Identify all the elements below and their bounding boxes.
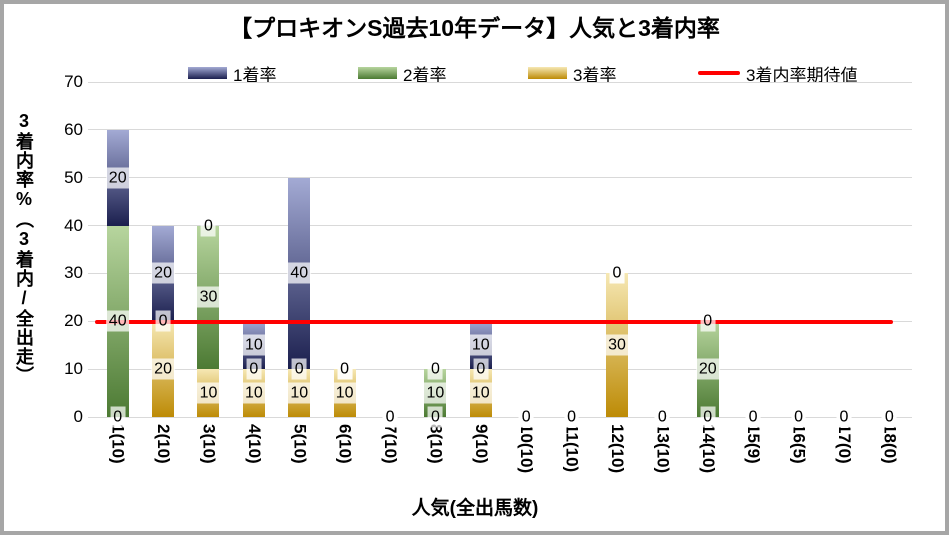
data-label-1着率: 0 [745,406,761,428]
y-tick-label: 50 [64,167,83,187]
legend-label: 2着率 [403,65,447,85]
data-label-1着率: 0 [382,406,398,428]
gridline [95,272,912,274]
y-tick-mark [88,368,95,370]
data-label-3着率: 10 [196,382,221,404]
y-tick-mark [88,81,95,83]
data-label-1着率: 0 [836,406,852,428]
x-tick-label: 9(10) [471,424,491,464]
data-label-2着率: 0 [246,358,262,380]
data-label-1着率: 20 [105,167,130,189]
gridline [95,177,912,179]
y-tick-label: 40 [64,215,83,235]
data-label-3着率: 10 [241,382,266,404]
x-tick-label: 11(10) [562,424,582,473]
legend-item-2着率: 2着率 [358,60,446,86]
legend: 1着率 2着率 3着率 3着内率期待値 [0,60,949,86]
data-label-3着率: 10 [287,382,312,404]
x-tick-label: 13(10) [653,424,673,474]
gridline [95,416,912,418]
x-tick-label: 2(10) [154,424,174,464]
y-tick-label: 70 [64,72,83,91]
gridline [95,129,912,131]
data-label-2着率: 20 [695,358,720,380]
y-tick-mark [88,177,95,179]
legend-label: 1着率 [233,65,277,85]
y-tick-label: 30 [64,263,83,283]
data-label-1着率: 0 [609,262,625,284]
y-tick-label: 10 [64,359,83,379]
chart-title: 【プロキオンS過去10年データ】人気と3着内率 [229,15,720,41]
data-label-2着率: 30 [196,286,221,308]
legend-line-icon [698,71,740,75]
data-label-1着率: 0 [337,358,353,380]
x-tick-label: 15(9) [744,424,764,464]
data-label-3着率: 20 [151,358,175,380]
y-tick-mark [88,129,95,131]
y-tick-mark [88,272,95,274]
data-label-3着率: 0 [110,406,126,428]
x-tick-label: 4(10) [244,424,264,464]
data-label-1着率: 0 [700,310,716,332]
legend-item-1着率: 1着率 [188,60,276,86]
legend-swatch-1着率 [188,67,227,79]
x-tick-label: 7(10) [381,424,401,464]
expected-value-line [95,320,893,325]
x-tick-label: 14(10) [698,424,718,474]
data-label-1着率: 0 [518,406,534,428]
gridline [95,225,912,227]
y-axis-title: 3着内率%（3着内/全出走） [14,111,34,385]
data-label-1着率: 20 [151,262,175,284]
legend-item-3着率: 3着率 [528,60,616,86]
x-tick-label: 6(10) [335,424,355,464]
legend-label: 3着内率期待値 [746,65,858,85]
plot-area: 0 10 20 30 40 50 60 70 0 40 20 20 0 20 10 30 0 10 0 10 10 0 40… [64,72,912,473]
x-tick-label: 5(10) [290,424,310,464]
x-tick-label: 18(0) [880,424,900,464]
data-label-1着率: 0 [201,215,216,237]
x-axis-title: 人気(全出馬数) [411,498,539,519]
x-tick-label: 12(10) [607,424,627,474]
data-label-3着率: 10 [468,382,493,404]
legend-swatch-3着率 [528,67,567,79]
legend-swatch-2着率 [358,67,397,79]
gridline [95,368,912,370]
x-tick-label: 1(10) [108,424,128,464]
data-label-1着率: 40 [287,262,312,284]
data-label-2着率: 0 [291,358,307,380]
x-tick-label: 17(0) [834,424,854,464]
x-tick-label: 8(10) [426,424,446,464]
data-label-2着率: 10 [423,382,448,404]
legend-label: 3着率 [573,65,617,85]
y-tick-mark [88,225,95,227]
x-tick-label: 3(10) [199,424,219,464]
data-label-1着率: 0 [564,406,580,428]
data-label-1着率: 0 [791,406,806,428]
data-label-2着率: 0 [473,358,489,380]
y-tick-label: 60 [64,119,83,139]
data-label-2着率: 0 [155,310,171,332]
data-label-3着率: 30 [605,334,629,356]
data-label-3着率: 10 [332,382,357,404]
gridline [95,81,912,83]
data-label-3着率: 0 [700,406,716,428]
y-tick-label: 0 [73,407,83,426]
legend-item-expected: 3着内率期待値 [698,60,857,86]
x-tick-label: 10(10) [517,424,537,474]
data-label-1着率: 0 [654,406,670,428]
y-tick-label: 20 [64,311,83,331]
data-label-2着率: 40 [105,310,130,332]
data-label-1着率: 0 [427,358,443,380]
y-tick-mark [88,416,95,418]
data-label-1着率: 0 [881,406,897,428]
data-label-1着率: 10 [468,334,493,356]
y-tick-mark [88,320,95,322]
data-label-3着率: 0 [427,406,443,428]
x-tick-label: 16(5) [789,424,809,464]
data-label-1着率: 10 [241,334,266,356]
